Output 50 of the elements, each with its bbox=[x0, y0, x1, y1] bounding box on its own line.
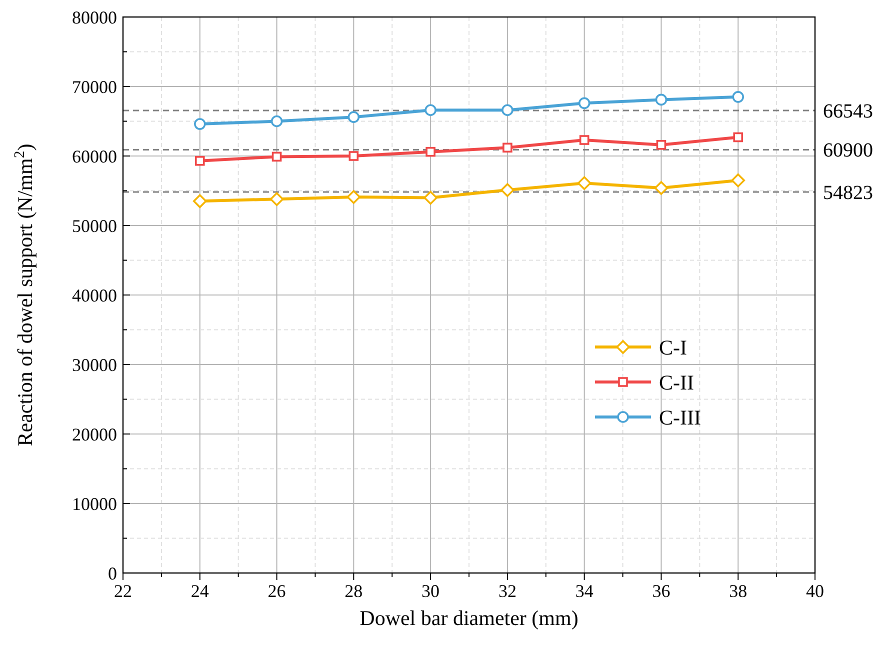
x-tick-label: 38 bbox=[729, 581, 748, 601]
x-tick-label: 36 bbox=[652, 581, 670, 601]
x-tick-label: 32 bbox=[498, 581, 516, 601]
point bbox=[348, 111, 360, 123]
point bbox=[424, 104, 436, 116]
y-tick-label: 50000 bbox=[72, 216, 117, 236]
point bbox=[270, 115, 283, 128]
point bbox=[424, 190, 438, 205]
y-tick-label: 40000 bbox=[72, 285, 117, 306]
legend-label: C-III bbox=[659, 405, 701, 430]
y-tick-label: 20000 bbox=[72, 424, 117, 444]
point bbox=[654, 181, 668, 195]
point bbox=[192, 194, 207, 208]
point bbox=[732, 91, 744, 103]
y-tick-label: 10000 bbox=[72, 494, 117, 514]
x-tick-label: 26 bbox=[268, 581, 286, 601]
x-tick-label: 34 bbox=[575, 581, 594, 601]
point bbox=[579, 135, 590, 145]
y-tick-label: 30000 bbox=[72, 354, 117, 375]
y-tick-label: 60000 bbox=[72, 146, 117, 166]
y-tick-label: 0 bbox=[108, 563, 117, 584]
legend-label: C-I bbox=[659, 335, 687, 360]
point bbox=[272, 152, 282, 162]
point bbox=[731, 173, 746, 188]
x-tick-label: 28 bbox=[344, 581, 363, 601]
point bbox=[655, 94, 668, 106]
point bbox=[194, 156, 205, 166]
y-tick-label: 70000 bbox=[72, 76, 117, 97]
x-tick-label: 22 bbox=[114, 581, 132, 601]
ref-line-label: 54823 bbox=[823, 182, 873, 204]
y-tick-label: 80000 bbox=[72, 7, 117, 28]
point bbox=[194, 118, 206, 130]
point bbox=[578, 97, 590, 110]
x-axis-title: Dowel bar diameter (mm) bbox=[360, 606, 578, 630]
point bbox=[346, 190, 361, 204]
point bbox=[426, 146, 436, 157]
ref-line-label: 60900 bbox=[823, 140, 873, 162]
point bbox=[577, 176, 592, 190]
x-tick-label: 40 bbox=[806, 581, 824, 601]
x-tick-label: 24 bbox=[190, 581, 209, 601]
point bbox=[502, 104, 514, 116]
legend-label: C-II bbox=[659, 370, 694, 394]
point bbox=[502, 142, 512, 153]
point bbox=[656, 140, 666, 150]
point bbox=[348, 151, 359, 161]
point bbox=[270, 192, 284, 206]
point bbox=[500, 183, 514, 197]
x-tick-label: 30 bbox=[422, 581, 440, 601]
point bbox=[733, 132, 744, 142]
ref-line-label: 66543 bbox=[823, 100, 873, 123]
